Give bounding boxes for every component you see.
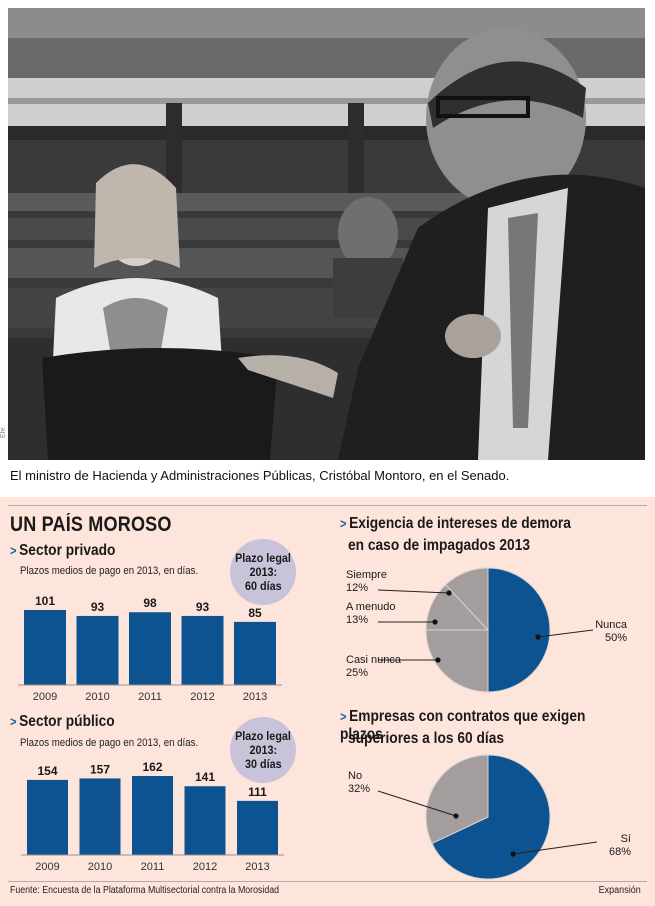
x-tick-label: 2011: [138, 691, 162, 703]
photo-caption: El ministro de Hacienda y Administracion…: [10, 468, 510, 483]
photo-credit: Efe: [0, 427, 7, 438]
x-tick-label: 2012: [190, 691, 214, 703]
bar: [24, 610, 66, 685]
bar: [234, 621, 276, 685]
leader-line: [512, 841, 598, 855]
bar-value-label: 162: [142, 760, 162, 774]
pie2-title-line2: superiores a los 60 días: [348, 730, 505, 747]
source-note: Fuente: Encuesta de la Plataforma Multis…: [10, 885, 280, 896]
bar-value-label: 98: [143, 596, 157, 610]
private-sector-subtitle: Plazos medios de pago en 2013, en días.: [20, 565, 199, 577]
x-tick-label: 2011: [141, 861, 165, 873]
slice-label: Nunca: [595, 619, 628, 631]
bottom-divider: [8, 881, 647, 882]
bar: [79, 778, 121, 855]
private-sector-title: > Sector privado: [10, 542, 116, 559]
charts-canvas: 101 2009 93 2010 98 2011 93 2012 85 2013 154 2009 15…: [18, 567, 631, 880]
x-tick-label: 2013: [243, 691, 267, 703]
infographic-title: UN PAÍS MOROSO: [10, 513, 172, 536]
pie2-title: > Empresas con contratos que exigen plazo…: [340, 708, 586, 743]
x-tick-label: 2010: [85, 691, 109, 703]
bar: [132, 776, 173, 855]
private-legal-term-badge: Plazo legal 2013: 60 días: [230, 539, 296, 605]
bar: [27, 779, 68, 855]
leader-line: [537, 629, 594, 638]
slice-value: 32%: [348, 783, 370, 795]
chevron-right-icon: >: [340, 709, 347, 724]
badge-line: 2013:: [249, 743, 277, 757]
bar: [184, 786, 226, 855]
leader-dot: [432, 619, 438, 625]
news-photo: [8, 8, 645, 460]
infographic: UN PAÍS MOROSO > Sector privado Plazos me…: [0, 497, 655, 906]
top-divider: [8, 505, 647, 506]
public-legal-term-badge: Plazo legal 2013: 30 días: [230, 717, 296, 783]
pie-slice: [425, 629, 489, 693]
public-sector-subtitle: Plazos medios de pago en 2013, en días.: [20, 737, 199, 749]
badge-line: 2013:: [249, 565, 277, 579]
badge-line: 60 días: [244, 579, 282, 593]
bar-value-label: 111: [248, 785, 267, 799]
bar-value-label: 93: [91, 600, 105, 614]
x-tick-label: 2009: [35, 861, 59, 873]
leader-dot: [535, 634, 541, 640]
leader-dot: [435, 657, 441, 663]
publisher-brand: Expansión: [598, 885, 641, 896]
bar-value-label: 157: [90, 762, 110, 776]
badge-line: 30 días: [244, 757, 282, 771]
chevron-right-icon: >: [10, 543, 17, 558]
x-tick-label: 2010: [88, 861, 112, 873]
pie1-title: > Exigencia de intereses de demora: [340, 515, 571, 532]
bar-value-label: 154: [37, 764, 57, 778]
leader-line: [377, 790, 457, 817]
slice-value: 50%: [605, 632, 627, 644]
slice-label: A menudo: [346, 601, 396, 613]
public-sector-title: > Sector público: [10, 713, 115, 730]
slice-value: 13%: [346, 614, 368, 626]
leader-line: [377, 589, 450, 594]
photo-illustration: [8, 8, 645, 460]
bar-value-label: 101: [35, 594, 55, 608]
pie-slice: [444, 567, 489, 632]
badge-line: Plazo legal: [235, 729, 291, 743]
bar: [181, 615, 224, 685]
x-tick-label: 2012: [193, 861, 217, 873]
pie-slice: [487, 567, 551, 693]
bar-value-label: 93: [196, 600, 210, 614]
badge-line: Plazo legal: [235, 551, 291, 565]
leader-dot: [453, 813, 459, 819]
bar: [237, 800, 278, 855]
leader-dot: [446, 590, 452, 596]
x-tick-label: 2009: [33, 691, 57, 703]
chevron-right-icon: >: [10, 714, 17, 729]
slice-label: No: [348, 770, 362, 782]
bar-value-label: 85: [248, 606, 262, 620]
slice-label: Siempre: [346, 569, 387, 581]
slice-value: 68%: [609, 846, 631, 858]
slice-label: Sí: [621, 833, 631, 845]
chevron-right-icon: >: [340, 516, 347, 531]
leader-dot: [510, 851, 516, 857]
bar-value-label: 141: [195, 770, 215, 784]
bar: [76, 615, 119, 685]
pie-slice: [425, 754, 489, 845]
slice-value: 25%: [346, 667, 368, 679]
bar: [129, 612, 171, 685]
slice-value: 12%: [346, 582, 368, 594]
x-tick-label: 2013: [245, 861, 269, 873]
slice-label: Casi nunca: [346, 654, 402, 666]
pie1-title-line2: en caso de impagados 2013: [348, 537, 531, 554]
